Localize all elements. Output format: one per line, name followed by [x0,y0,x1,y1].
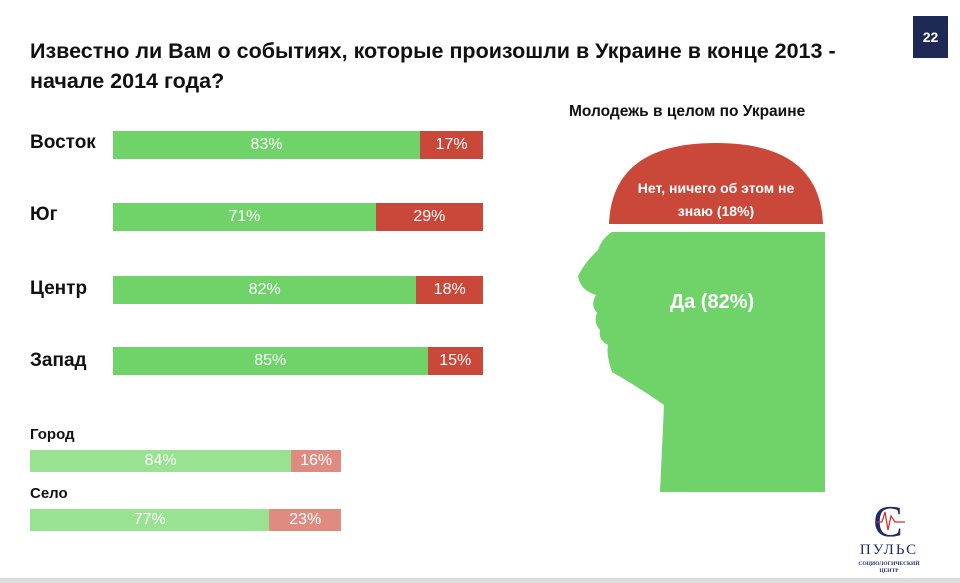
no-slice-label: Нет, ничего об этом не [638,180,795,196]
head-chart-title: Молодежь в целом по Украине [569,103,806,120]
logo: С ПУЛЬС СОЦИОЛОГИЧЕСКИЙ ЦЕНТР [858,497,920,574]
category-label: Село [30,485,68,502]
bar-no: 23% [269,509,341,531]
bar-yes: 83% [113,131,421,159]
category-label: Восток [30,132,96,153]
bar-no: 16% [291,450,341,472]
category-label: Запад [30,350,87,371]
footer-line [0,578,960,583]
pulse-icon [876,511,905,531]
bar-no: 17% [420,131,483,159]
bar-no: 18% [416,276,483,304]
slide-title: Известно ли Вам о событиях, которые прои… [30,39,836,93]
bar-yes: 71% [113,203,376,231]
category-label: Город [30,426,75,443]
bar-yes: 82% [113,276,417,304]
bar-no: 15% [427,347,483,375]
category-label: Юг [30,204,58,225]
category-label: Центр [30,278,88,299]
logo-subtitle: СОЦИОЛОГИЧЕСКИЙ [858,559,920,567]
stacked-bar: 71% 29% [113,203,483,231]
stacked-bar: 84% 16% [30,450,341,472]
stacked-bar: 82% 18% [113,276,483,304]
bar-yes: 77% [30,509,270,531]
no-slice-dome [609,143,823,224]
page-number: 22 [913,16,948,58]
stacked-bar: 83% 17% [113,131,483,159]
yes-slice-head [578,232,825,492]
logo-name: ПУЛЬС [860,542,918,558]
yes-slice-label: Да (82%) [670,291,754,313]
bar-yes: 85% [113,347,428,375]
logo-subtitle-2: ЦЕНТР [879,568,899,574]
stacked-bar: 85% 15% [113,347,483,375]
bar-no: 29% [375,203,483,231]
no-slice-label-2: знаю (18%) [678,203,754,219]
bar-yes: 84% [30,450,292,472]
stacked-bar: 77% 23% [30,509,341,531]
